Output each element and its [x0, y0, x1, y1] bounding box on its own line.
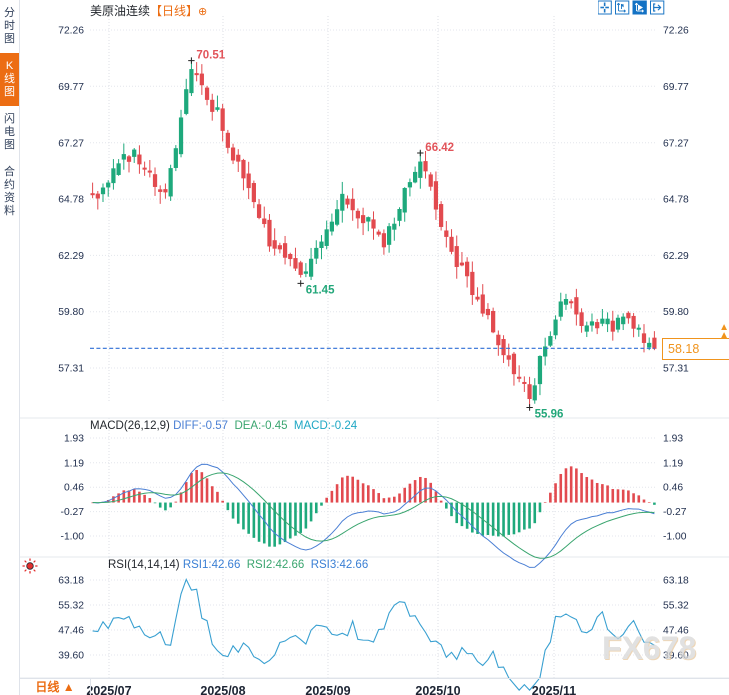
svg-text:72.26: 72.26	[58, 26, 84, 37]
svg-text:61.45: 61.45	[306, 284, 335, 296]
svg-text:69.77: 69.77	[663, 82, 689, 93]
svg-text:70.51: 70.51	[196, 50, 225, 62]
svg-text:-0.27: -0.27	[663, 507, 687, 518]
svg-text:1.93: 1.93	[64, 434, 84, 445]
svg-text:64.78: 64.78	[58, 195, 84, 206]
svg-text:1.93: 1.93	[663, 434, 683, 445]
svg-text:67.27: 67.27	[58, 138, 84, 149]
svg-text:-0.27: -0.27	[61, 507, 85, 518]
svg-text:-1.00: -1.00	[663, 532, 687, 543]
svg-text:0.46: 0.46	[64, 483, 84, 494]
svg-text:62.29: 62.29	[663, 251, 689, 262]
svg-text:59.80: 59.80	[58, 307, 84, 318]
svg-text:-1.00: -1.00	[61, 532, 85, 543]
svg-text:55.32: 55.32	[58, 601, 84, 612]
svg-text:57.31: 57.31	[58, 364, 84, 375]
svg-text:1.19: 1.19	[64, 458, 84, 469]
svg-text:0.46: 0.46	[663, 483, 683, 494]
svg-text:67.27: 67.27	[663, 138, 689, 149]
svg-text:62.29: 62.29	[58, 251, 84, 262]
svg-text:63.18: 63.18	[58, 576, 84, 587]
svg-text:64.78: 64.78	[663, 195, 689, 206]
svg-text:39.60: 39.60	[58, 651, 84, 662]
svg-text:55.32: 55.32	[663, 601, 689, 612]
svg-text:55.96: 55.96	[535, 409, 564, 421]
svg-text:66.42: 66.42	[425, 142, 454, 154]
svg-text:72.26: 72.26	[663, 26, 689, 37]
svg-text:59.80: 59.80	[663, 307, 689, 318]
svg-text:47.46: 47.46	[58, 626, 84, 637]
svg-text:1.19: 1.19	[663, 458, 683, 469]
svg-text:57.31: 57.31	[663, 364, 689, 375]
svg-text:69.77: 69.77	[58, 82, 84, 93]
svg-text:63.18: 63.18	[663, 576, 689, 587]
